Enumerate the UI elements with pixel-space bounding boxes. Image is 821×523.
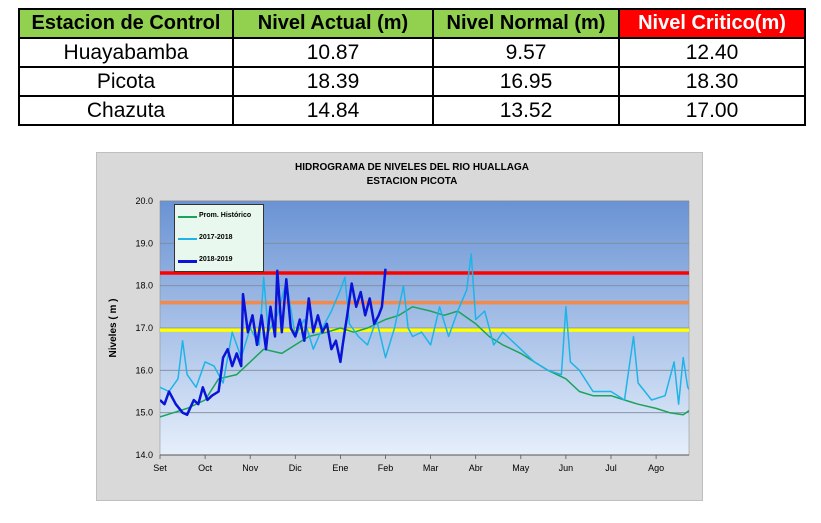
table-header-row: Estacion de Control Nivel Actual (m) Niv…	[18, 8, 806, 39]
y-tick-label: 18.0	[135, 281, 153, 291]
x-tick-label: Oct	[198, 463, 213, 473]
x-tick-label: Ene	[332, 463, 348, 473]
y-tick-label: 20.0	[135, 196, 153, 206]
header-station: Estacion de Control	[18, 8, 234, 39]
y-tick-label: 14.0	[135, 450, 153, 460]
cell-critical: 18.30	[618, 66, 806, 97]
cell-current: 14.84	[232, 95, 434, 126]
x-tick-label: May	[512, 463, 530, 473]
x-tick-label: Mar	[423, 463, 439, 473]
chart-title: HIDROGRAMA DE NIVELES DEL RIO HUALLAGA	[295, 162, 529, 173]
x-tick-label: Feb	[378, 463, 394, 473]
x-tick-label: Jul	[605, 463, 617, 473]
y-tick-label: 15.0	[135, 408, 153, 418]
series-line-2017-2018	[160, 253, 689, 405]
cell-station: Picota	[18, 66, 234, 97]
legend-item-historic: Prom. Histórico	[175, 205, 263, 227]
cell-station: Huayabamba	[18, 37, 234, 68]
table-row: Huayabamba 10.87 9.57 12.40	[18, 37, 806, 68]
y-tick-label: 17.0	[135, 323, 153, 333]
x-tick-label: Abr	[469, 463, 483, 473]
table-row: Chazuta 14.84 13.52 17.00	[18, 95, 806, 126]
header-normal-level: Nivel Normal (m)	[432, 8, 620, 39]
y-tick-label: 16.0	[135, 365, 153, 375]
y-tick-label: 19.0	[135, 238, 153, 248]
legend-label: 2018-2019	[199, 256, 233, 263]
x-tick-label: Jun	[559, 463, 574, 473]
series-line-2018-2019	[160, 268, 387, 417]
chart-legend: Prom. Histórico 2017-2018 2018-2019	[174, 204, 264, 272]
series-line-prom-hist-rico	[160, 306, 689, 418]
legend-label: 2017-2018	[199, 234, 233, 241]
legend-label: Prom. Histórico	[199, 212, 252, 219]
legend-item-2018-2019: 2018-2019	[175, 249, 263, 271]
x-tick-label: Set	[153, 463, 167, 473]
cell-station: Chazuta	[18, 95, 234, 126]
cell-normal: 16.95	[432, 66, 620, 97]
header-current-level: Nivel Actual (m)	[232, 8, 434, 39]
cell-critical: 12.40	[618, 37, 806, 68]
x-tick-label: Nov	[242, 463, 259, 473]
cell-normal: 13.52	[432, 95, 620, 126]
legend-item-2017-2018: 2017-2018	[175, 227, 263, 249]
x-tick-label: Ago	[648, 463, 664, 473]
y-axis-label: Niveles ( m )	[108, 299, 119, 358]
chart-subtitle: ESTACION PICOTA	[367, 176, 458, 187]
cell-current: 10.87	[232, 37, 434, 68]
cell-critical: 17.00	[618, 95, 806, 126]
levels-table: Estacion de Control Nivel Actual (m) Niv…	[18, 8, 806, 126]
header-critical-level: Nivel Critico(m)	[618, 8, 806, 39]
cell-normal: 9.57	[432, 37, 620, 68]
table-row: Picota 18.39 16.95 18.30	[18, 66, 806, 97]
x-tick-label: Dic	[289, 463, 302, 473]
cell-current: 18.39	[232, 66, 434, 97]
